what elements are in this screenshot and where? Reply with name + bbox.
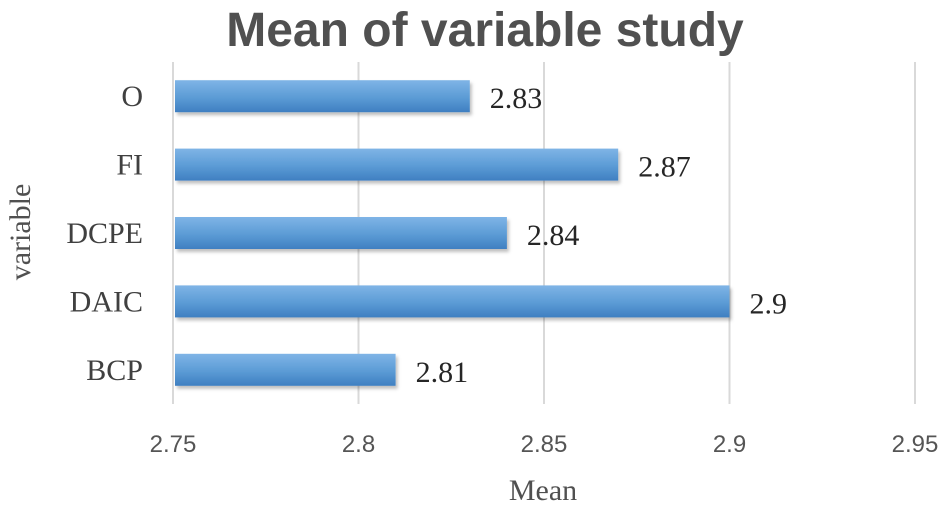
x-tick-label: 2.75: [150, 431, 197, 458]
bars: [175, 80, 730, 386]
y-category-label: DAIC: [70, 285, 143, 318]
bar: [175, 148, 619, 181]
chart-title: Mean of variable study: [226, 4, 744, 57]
bar: [175, 217, 507, 249]
labels: 2.75 2.8 2.85 2.9 2.95 O 2.83 FI 2.87 DCPE 2.84 DAI…: [66, 80, 938, 458]
bar: [175, 285, 730, 318]
bar: [175, 353, 396, 386]
bar-value-label: 2.87: [638, 151, 691, 184]
bar-value-label: 2.84: [527, 219, 580, 252]
bar: [175, 80, 470, 113]
gridlines: [172, 62, 916, 404]
y-category-label: O: [121, 80, 143, 113]
x-tick-label: 2.8: [342, 431, 375, 458]
bar-value-label: 2.9: [750, 287, 788, 320]
x-tick-label: 2.9: [713, 431, 746, 458]
x-tick-label: 2.95: [892, 431, 939, 458]
y-category-label: BCP: [86, 354, 143, 387]
x-axis-title: Mean: [509, 474, 577, 507]
y-axis-title: variable: [4, 184, 37, 281]
x-tick-label: 2.85: [521, 431, 568, 458]
bar-value-label: 2.83: [490, 82, 543, 115]
y-category-label: DCPE: [66, 217, 143, 250]
y-category-label: FI: [116, 149, 143, 182]
bar-value-label: 2.81: [416, 356, 469, 389]
